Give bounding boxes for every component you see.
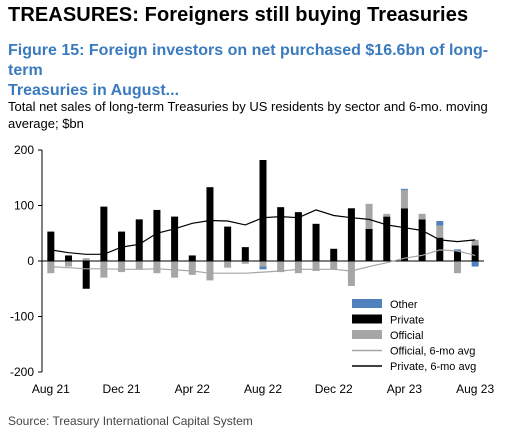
x-tick-label: Dec 22	[315, 382, 353, 396]
bar-private	[294, 212, 302, 261]
bar-private	[118, 231, 126, 261]
bar-official	[347, 261, 355, 286]
source-note: Source: Treasury International Capital S…	[8, 414, 253, 428]
bar-private	[135, 219, 143, 261]
bar-private	[453, 251, 461, 261]
bar-private	[365, 228, 373, 261]
page-headline: TREASURES: Foreigners still buying Treas…	[8, 4, 469, 26]
bar-official	[224, 261, 232, 268]
bar-private	[206, 187, 214, 261]
bar-official	[436, 225, 444, 238]
bar-official	[188, 261, 196, 275]
legend-label: Private	[390, 315, 424, 327]
bar-official	[418, 213, 426, 220]
bar-official	[453, 261, 461, 274]
subtitle-line-1: Total net sales of long-term Treasuries …	[8, 99, 488, 114]
chart-subtitle: Total net sales of long-term Treasuries …	[8, 98, 508, 132]
line-official-6mo-avg	[50, 249, 476, 274]
x-tick-label: Aug 22	[244, 382, 282, 396]
bar-private	[224, 226, 232, 261]
bar-official	[400, 189, 408, 209]
bar-private	[65, 255, 73, 261]
bar-other	[259, 266, 267, 270]
bar-official	[206, 261, 214, 281]
bar-private	[471, 245, 479, 261]
y-tick-label: 200	[14, 143, 34, 157]
bar-private	[312, 223, 320, 261]
legend-label: Other	[390, 299, 418, 311]
subtitle-line-2: average; $bn	[8, 116, 84, 131]
bar-private	[277, 207, 285, 261]
bar-official	[259, 261, 267, 267]
line-private-6mo-avg	[50, 209, 476, 255]
figure-title-line-1: Figure 15: Foreign investors on net purc…	[8, 42, 489, 79]
legend-label: Private, 6-mo avg	[390, 361, 476, 373]
bar-official	[277, 261, 285, 273]
figure-title-line-2: Treasuries in August...	[8, 82, 180, 99]
bar-private	[153, 209, 161, 261]
bar-private	[100, 206, 108, 261]
bar-private	[82, 261, 90, 289]
bar-official	[471, 239, 479, 246]
y-tick-label: 0	[27, 254, 34, 268]
x-tick-label: Aug 21	[32, 382, 70, 396]
bar-private	[47, 231, 55, 261]
legend-swatch	[352, 314, 382, 324]
y-tick-label: 100	[14, 199, 34, 213]
bar-official	[153, 261, 161, 274]
figure-title: Figure 15: Foreign investors on net purc…	[8, 41, 508, 101]
legend-label: Official, 6-mo avg	[390, 346, 475, 358]
bar-official	[294, 261, 302, 274]
bar-private	[418, 219, 426, 261]
legend-swatch	[352, 330, 382, 339]
bar-private	[383, 216, 391, 261]
x-tick-label: Dec 21	[103, 382, 141, 396]
bar-private	[241, 247, 249, 261]
bar-private	[330, 248, 338, 261]
bar-official	[65, 261, 73, 267]
legend-label: Official	[390, 330, 423, 342]
bar-other	[471, 261, 479, 267]
x-tick-label: Apr 22	[175, 382, 211, 396]
bar-official	[118, 261, 126, 273]
bar-private	[347, 208, 355, 261]
bar-private	[171, 216, 179, 261]
bar-private	[259, 159, 267, 261]
bar-official	[135, 261, 143, 270]
bar-official	[312, 261, 320, 271]
bar-official	[383, 213, 391, 217]
y-tick-label: -200	[10, 365, 34, 379]
x-tick-label: Aug 23	[456, 382, 494, 396]
bar-private	[188, 255, 196, 261]
bar-official	[365, 203, 373, 229]
bar-other	[453, 249, 461, 252]
bar-private	[400, 208, 408, 261]
y-tick-label: -100	[10, 310, 34, 324]
bar-official	[82, 258, 90, 261]
bar-other	[400, 188, 408, 190]
legend-swatch	[352, 299, 382, 308]
x-tick-label: Apr 23	[387, 382, 423, 396]
bar-official	[330, 261, 338, 270]
bar-official	[241, 261, 249, 264]
bar-other	[436, 221, 444, 226]
